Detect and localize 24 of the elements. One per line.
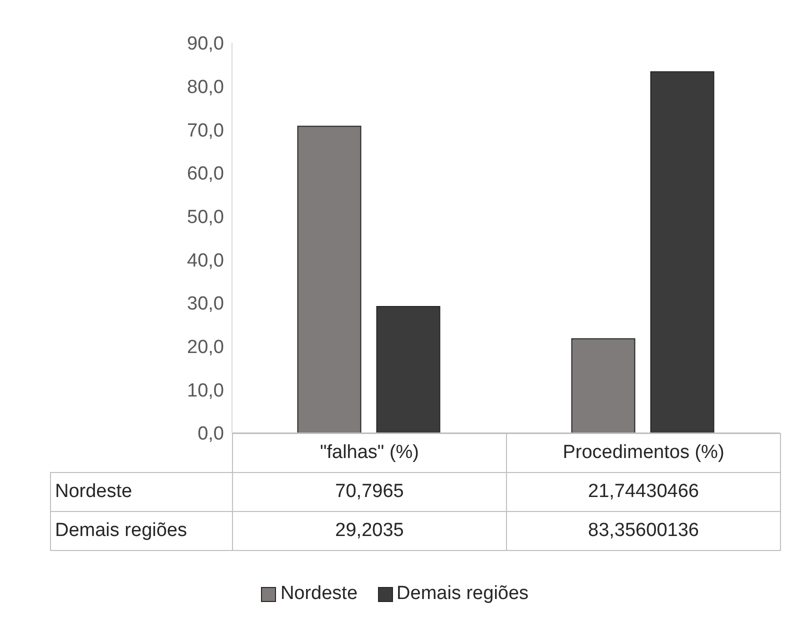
bar [571,338,636,433]
x-tick-label: Procedimentos (%) [506,434,780,472]
y-tick-label: 0,0 [198,424,224,445]
legend-label: Nordeste [279,583,358,605]
y-tick-label: 80,0 [187,77,224,98]
text: Nordeste [55,481,132,502]
data-label: 29,2035 [232,512,506,550]
y-tick-label: 30,0 [187,294,224,315]
y-tick-label: 40,0 [187,250,224,272]
y-tick-label: 60,0 [187,164,224,185]
y-tick-label: 20,0 [187,337,224,358]
text: Demais regiões [55,520,187,541]
data-label: 83,35600136 [506,512,780,550]
data-label: 70,7965 [232,472,506,512]
bar [650,71,714,433]
y-tick-label: 90,0 [187,34,224,55]
x-tick-label: "falhas" (%) [232,434,506,472]
bar [297,126,362,433]
legend-label: Demais regiões [396,583,529,605]
y-tick-label: 10,0 [187,380,224,402]
y-tick-label: 70,0 [187,120,224,142]
bar [376,306,440,433]
data-label: 21,74430466 [506,472,780,512]
y-tick-label: 50,0 [187,207,224,228]
